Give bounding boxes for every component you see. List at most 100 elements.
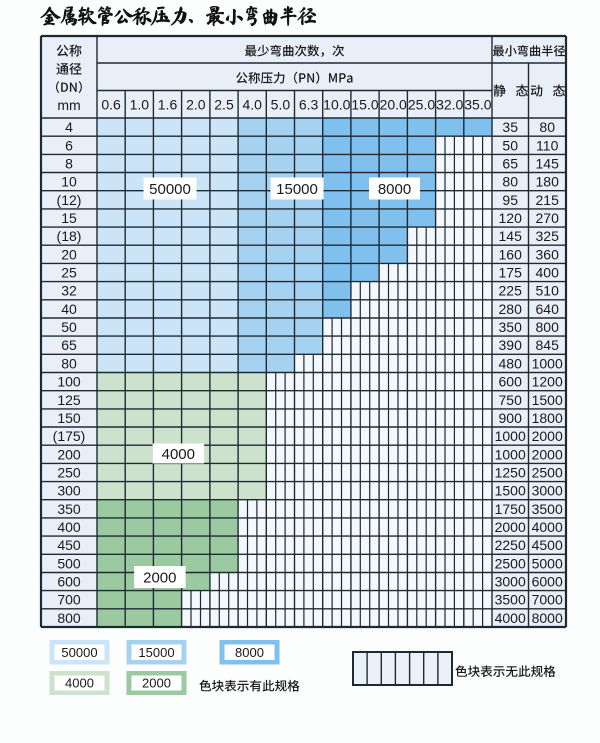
- svg-text:3500: 3500: [495, 592, 526, 608]
- svg-text:2250: 2250: [495, 537, 526, 553]
- svg-text:8000: 8000: [378, 181, 411, 198]
- svg-text:225: 225: [499, 283, 523, 299]
- svg-text:510: 510: [536, 283, 560, 299]
- svg-text:8000: 8000: [532, 610, 563, 626]
- svg-text:6000: 6000: [532, 574, 563, 590]
- svg-text:(18): (18): [57, 228, 82, 244]
- svg-text:5000: 5000: [532, 555, 563, 571]
- svg-text:180: 180: [536, 174, 560, 190]
- svg-text:500: 500: [57, 555, 81, 571]
- svg-text:200: 200: [57, 446, 81, 462]
- svg-text:0.6: 0.6: [101, 96, 121, 112]
- svg-text:900: 900: [499, 410, 523, 426]
- svg-text:700: 700: [57, 592, 81, 608]
- svg-text:95: 95: [502, 192, 518, 208]
- svg-text:390: 390: [499, 337, 523, 353]
- svg-text:50000: 50000: [61, 645, 97, 660]
- svg-text:32: 32: [61, 283, 77, 299]
- svg-text:1200: 1200: [532, 374, 563, 390]
- svg-text:1250: 1250: [495, 465, 526, 481]
- svg-text:50000: 50000: [149, 181, 191, 198]
- svg-text:40: 40: [61, 301, 77, 317]
- svg-text:400: 400: [536, 265, 560, 281]
- svg-text:15.0: 15.0: [351, 96, 378, 112]
- svg-text:270: 270: [536, 210, 560, 226]
- svg-text:8: 8: [65, 155, 73, 171]
- svg-text:1500: 1500: [495, 483, 526, 499]
- svg-text:1000: 1000: [495, 446, 526, 462]
- svg-text:4000: 4000: [65, 676, 94, 691]
- svg-text:215: 215: [536, 192, 560, 208]
- svg-text:1000: 1000: [532, 355, 563, 371]
- svg-text:15: 15: [61, 210, 77, 226]
- svg-text:35: 35: [502, 119, 518, 135]
- svg-text:65: 65: [61, 337, 77, 353]
- svg-text:(175): (175): [53, 428, 86, 444]
- svg-text:1000: 1000: [495, 428, 526, 444]
- svg-text:1750: 1750: [495, 501, 526, 517]
- svg-text:1.0: 1.0: [130, 96, 150, 112]
- svg-text:4: 4: [65, 119, 73, 135]
- svg-text:100: 100: [57, 374, 81, 390]
- svg-text:1.6: 1.6: [158, 96, 178, 112]
- svg-text:3000: 3000: [532, 483, 563, 499]
- svg-text:150: 150: [57, 410, 81, 426]
- svg-text:2.0: 2.0: [186, 96, 206, 112]
- svg-text:300: 300: [57, 483, 81, 499]
- svg-text:4000: 4000: [532, 519, 563, 535]
- svg-text:2500: 2500: [495, 555, 526, 571]
- svg-text:350: 350: [499, 319, 523, 335]
- svg-text:35.0: 35.0: [464, 96, 491, 112]
- svg-text:80: 80: [539, 119, 555, 135]
- svg-text:15000: 15000: [276, 181, 318, 198]
- svg-text:145: 145: [499, 228, 523, 244]
- svg-text:110: 110: [536, 137, 559, 153]
- svg-text:250: 250: [57, 465, 81, 481]
- svg-text:8000: 8000: [235, 645, 264, 660]
- svg-text:800: 800: [536, 319, 560, 335]
- svg-text:50: 50: [502, 137, 518, 153]
- svg-text:2000: 2000: [143, 569, 176, 586]
- svg-text:80: 80: [502, 174, 518, 190]
- svg-text:450: 450: [57, 537, 81, 553]
- svg-text:mm: mm: [57, 97, 80, 113]
- svg-text:3500: 3500: [532, 501, 563, 517]
- svg-text:750: 750: [499, 392, 523, 408]
- svg-text:350: 350: [57, 501, 81, 517]
- svg-text:600: 600: [57, 574, 81, 590]
- svg-text:360: 360: [536, 246, 560, 262]
- svg-text:400: 400: [57, 519, 81, 535]
- svg-text:175: 175: [499, 265, 523, 281]
- svg-text:2000: 2000: [532, 446, 563, 462]
- svg-text:160: 160: [499, 246, 523, 262]
- svg-text:2000: 2000: [495, 519, 526, 535]
- svg-text:4500: 4500: [532, 537, 563, 553]
- svg-text:65: 65: [502, 155, 518, 171]
- svg-text:25: 25: [61, 265, 77, 281]
- svg-text:4000: 4000: [162, 446, 195, 463]
- svg-text:2000: 2000: [532, 428, 563, 444]
- svg-text:1800: 1800: [532, 410, 563, 426]
- svg-text:6.3: 6.3: [299, 96, 319, 112]
- svg-text:10: 10: [61, 174, 77, 190]
- svg-text:120: 120: [499, 210, 523, 226]
- svg-text:(12): (12): [57, 192, 82, 208]
- svg-text:80: 80: [61, 355, 77, 371]
- svg-text:145: 145: [536, 155, 560, 171]
- svg-text:2.5: 2.5: [214, 96, 234, 112]
- svg-text:3000: 3000: [495, 574, 526, 590]
- svg-text:10.0: 10.0: [323, 96, 350, 112]
- svg-text:845: 845: [536, 337, 560, 353]
- svg-text:2500: 2500: [532, 465, 563, 481]
- svg-text:4000: 4000: [495, 610, 526, 626]
- svg-text:1500: 1500: [532, 392, 563, 408]
- svg-text:600: 600: [499, 374, 523, 390]
- svg-text:125: 125: [57, 392, 81, 408]
- svg-text:5.0: 5.0: [271, 96, 291, 112]
- svg-text:480: 480: [499, 355, 523, 371]
- svg-text:50: 50: [61, 319, 77, 335]
- svg-text:325: 325: [536, 228, 560, 244]
- svg-text:32.0: 32.0: [436, 96, 463, 112]
- svg-text:2000: 2000: [142, 676, 171, 691]
- svg-text:640: 640: [536, 301, 560, 317]
